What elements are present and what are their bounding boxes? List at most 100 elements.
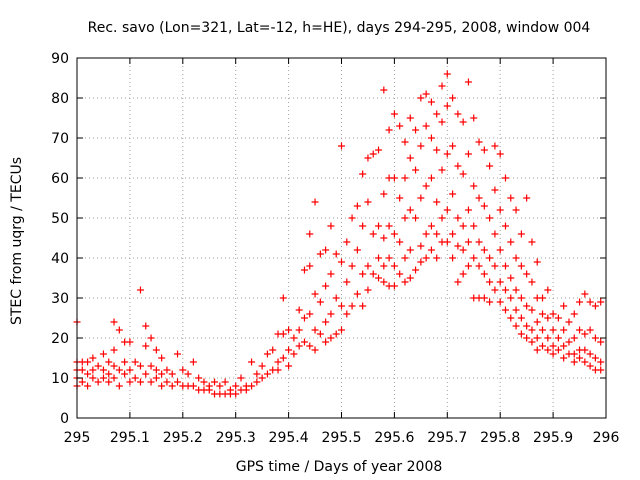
data-point [454, 214, 462, 222]
data-point [433, 146, 441, 154]
data-point [205, 386, 213, 394]
data-point [232, 390, 240, 398]
data-point [581, 290, 589, 298]
data-point [375, 274, 383, 282]
data-point [422, 90, 430, 98]
data-point [554, 346, 562, 354]
data-point [221, 378, 229, 386]
data-point [459, 118, 467, 126]
data-point [396, 270, 404, 278]
x-tick-label: 295.9 [533, 430, 573, 446]
data-point [158, 370, 166, 378]
data-point [348, 262, 356, 270]
data-point [539, 326, 547, 334]
data-point [110, 318, 118, 326]
data-point [406, 114, 414, 122]
data-point [290, 334, 298, 342]
data-point [544, 286, 552, 294]
data-point [464, 262, 472, 270]
data-point [501, 306, 509, 314]
data-point [586, 350, 594, 358]
data-point [300, 314, 308, 322]
data-point [158, 382, 166, 390]
data-point [105, 378, 113, 386]
data-point [121, 358, 129, 366]
data-point [195, 374, 203, 382]
data-point [449, 142, 457, 150]
data-point [570, 350, 578, 358]
data-point [306, 342, 314, 350]
data-point [364, 262, 372, 270]
data-point [78, 366, 86, 374]
data-point [168, 370, 176, 378]
x-tick-label: 295.8 [480, 430, 520, 446]
data-point [480, 202, 488, 210]
data-point [110, 374, 118, 382]
data-point [459, 170, 467, 178]
y-tick-label: 30 [51, 291, 69, 307]
data-point [544, 314, 552, 322]
data-point [470, 254, 478, 262]
data-point [295, 342, 303, 350]
y-tick-label: 20 [51, 331, 69, 347]
data-point [216, 382, 224, 390]
data-point [544, 334, 552, 342]
data-point [470, 182, 478, 190]
data-point [327, 310, 335, 318]
y-tick-label: 50 [51, 211, 69, 227]
data-point [491, 230, 499, 238]
data-point [147, 334, 155, 342]
data-point [496, 298, 504, 306]
data-point [94, 362, 102, 370]
data-point [496, 278, 504, 286]
data-point [417, 258, 425, 266]
data-point [507, 274, 515, 282]
data-point [142, 342, 150, 350]
data-point [353, 246, 361, 254]
data-point [406, 274, 414, 282]
data-point [184, 370, 192, 378]
data-point [560, 302, 568, 310]
x-tick-label: 295 [64, 430, 91, 446]
x-tick-label: 295.5 [321, 430, 361, 446]
data-point [369, 230, 377, 238]
data-point [110, 362, 118, 370]
data-point [523, 194, 531, 202]
data-point [570, 358, 578, 366]
data-point [517, 330, 525, 338]
data-point [501, 262, 509, 270]
data-point [597, 358, 605, 366]
y-tick-label: 10 [51, 371, 69, 387]
data-point [417, 94, 425, 102]
data-point [576, 298, 584, 306]
data-point [528, 306, 536, 314]
data-point [189, 382, 197, 390]
data-point [248, 358, 256, 366]
data-point [480, 146, 488, 154]
data-point [295, 306, 303, 314]
data-point [375, 222, 383, 230]
data-point [449, 190, 457, 198]
data-point [486, 214, 494, 222]
data-point [417, 242, 425, 250]
data-point [549, 326, 557, 334]
data-point [311, 198, 319, 206]
data-point [253, 378, 261, 386]
data-point [406, 246, 414, 254]
data-point [507, 238, 515, 246]
data-point [475, 138, 483, 146]
data-point [279, 294, 287, 302]
data-point [480, 294, 488, 302]
data-point [512, 206, 520, 214]
data-point [353, 290, 361, 298]
y-tick-label: 70 [51, 131, 69, 147]
data-point [427, 98, 435, 106]
data-point [449, 94, 457, 102]
data-point [576, 354, 584, 362]
y-tick-label: 90 [51, 51, 69, 67]
data-point [549, 350, 557, 358]
data-point [560, 342, 568, 350]
x-axis-label: GPS time / Days of year 2008 [236, 459, 443, 475]
data-point [396, 194, 404, 202]
data-point [433, 230, 441, 238]
